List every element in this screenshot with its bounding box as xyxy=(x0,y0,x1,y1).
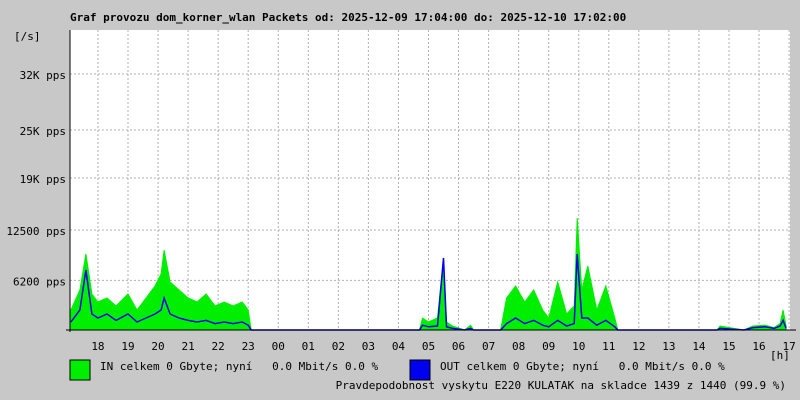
x-tick-label: 07 xyxy=(482,340,495,353)
x-tick-label: 11 xyxy=(602,340,615,353)
x-tick-label: 09 xyxy=(542,340,555,353)
x-tick-label: 15 xyxy=(722,340,735,353)
x-tick-label: 20 xyxy=(151,340,164,353)
x-tick-label: 04 xyxy=(392,340,406,353)
x-tick-label: 06 xyxy=(452,340,465,353)
x-tick-label: 00 xyxy=(272,340,285,353)
chart-title: Graf provozu dom_korner_wlan Packets od:… xyxy=(70,11,626,24)
legend-swatch xyxy=(69,359,91,381)
x-tick-label: 02 xyxy=(332,340,345,353)
legend-label: OUT celkem 0 Gbyte; nyní 0.0 Mbit/s 0.0 … xyxy=(440,360,725,373)
out-line xyxy=(70,253,787,331)
plot-area xyxy=(70,30,790,330)
x-tick-label: 05 xyxy=(422,340,435,353)
footnote: Pravdepodobnost vyskytu E220 KULATAK na … xyxy=(336,379,786,392)
y-tick-label: 25K pps xyxy=(20,125,66,138)
x-tick-label: 14 xyxy=(692,340,706,353)
x-tick-label: 12 xyxy=(632,340,645,353)
x-tick-label: 21 xyxy=(181,340,194,353)
legend: IN celkem 0 Gbyte; nyní 0.0 Mbit/s 0.0 %… xyxy=(69,359,725,381)
y-tick-label: 19K pps xyxy=(20,173,66,186)
x-tick-label: 03 xyxy=(362,340,375,353)
x-unit: [h] xyxy=(770,349,790,362)
x-tick-label: 17 xyxy=(782,340,795,353)
x-tick-label: 19 xyxy=(121,340,134,353)
y-tick-label: 12500 pps xyxy=(6,225,66,238)
x-tick-label: 18 xyxy=(91,340,104,353)
x-tick-label: 13 xyxy=(662,340,675,353)
legend-label: IN celkem 0 Gbyte; nyní 0.0 Mbit/s 0.0 % xyxy=(100,360,379,373)
x-tick-label: 10 xyxy=(572,340,585,353)
x-tick-label: 08 xyxy=(512,340,525,353)
legend-swatch xyxy=(409,359,431,381)
x-tick-label: 23 xyxy=(242,340,255,353)
x-tick-label: 01 xyxy=(302,340,315,353)
y-tick-label: 32K pps xyxy=(20,69,66,82)
x-tick-label: 16 xyxy=(752,340,765,353)
y-tick-label: 6200 pps xyxy=(13,275,66,288)
x-tick-label: 22 xyxy=(212,340,225,353)
y-unit: [/s] xyxy=(14,30,41,43)
